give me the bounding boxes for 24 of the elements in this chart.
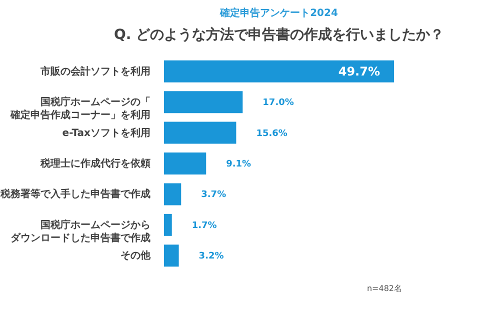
data-label: 3.7% <box>201 190 226 200</box>
y-tick-label: 税理士に作成代行を依頼 <box>40 158 150 170</box>
y-tick-label: e-Taxソフトを利用 <box>62 126 150 139</box>
y-tick-label: 国税庁ホームページからダウンロードした申告書で作成 <box>10 218 150 244</box>
y-tick-label: 国税庁ホームページの「確定申告作成コーナー」を利用 <box>10 96 150 122</box>
chart-title: 確定申告アンケート2024 <box>219 7 338 19</box>
y-tick-label: 税務署等で入手した申告書で作成 <box>0 188 150 200</box>
bar <box>164 214 172 236</box>
data-label: 1.7% <box>192 220 217 231</box>
y-tick-label: その他 <box>120 250 152 262</box>
data-label: 3.2% <box>198 252 224 262</box>
data-label: 49.7% <box>338 64 380 78</box>
bar <box>164 60 394 82</box>
data-label: 17.0% <box>262 98 294 108</box>
text: n=482名 <box>366 284 402 293</box>
data-label: 15.6% <box>256 128 288 139</box>
bar <box>164 91 243 114</box>
bar <box>164 183 182 206</box>
bar <box>164 244 179 267</box>
bar <box>164 152 206 174</box>
bar <box>164 122 236 144</box>
data-label: 9.1% <box>226 160 252 170</box>
chart-subtitle: Q. どのような方法で申告書の作成を行いましたか？ <box>114 26 444 43</box>
y-tick-label: 市販の会計ソフトを利用 <box>40 65 150 78</box>
